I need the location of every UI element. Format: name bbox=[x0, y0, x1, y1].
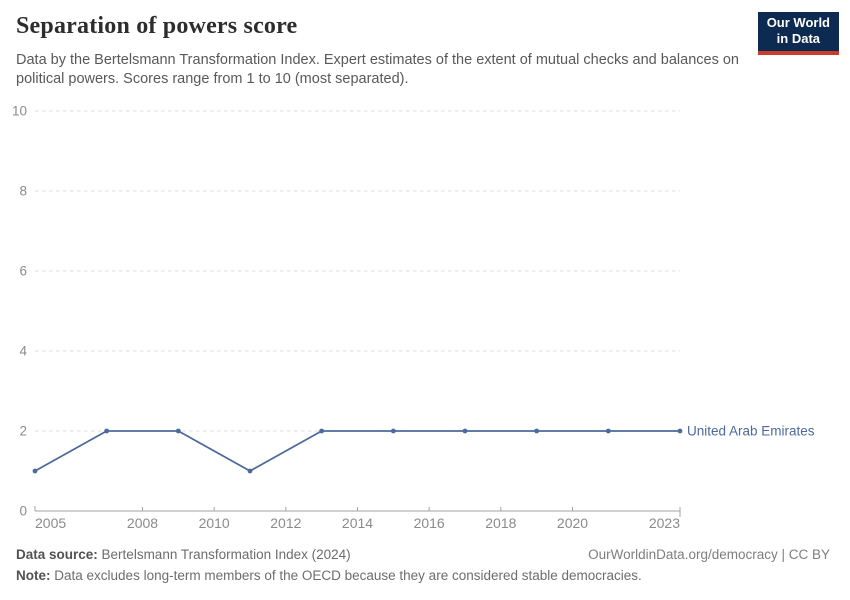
data-point bbox=[605, 428, 611, 434]
data-point bbox=[32, 468, 38, 474]
series-end-label[interactable]: United Arab Emirates bbox=[687, 424, 815, 439]
x-tick-label: 2012 bbox=[270, 515, 301, 531]
y-tick-label: 2 bbox=[19, 424, 27, 439]
data-point bbox=[319, 428, 325, 434]
license-link[interactable]: OurWorldinData.org/democracy | CC BY bbox=[588, 547, 830, 562]
data-source-row: Data source: Bertelsmann Transformation … bbox=[16, 547, 351, 562]
data-point bbox=[104, 428, 110, 434]
x-tick-label: 2020 bbox=[557, 515, 588, 531]
chart-subtitle: Data by the Bertelsmann Transformation I… bbox=[16, 52, 739, 88]
data-source-label: Data source: bbox=[16, 547, 98, 562]
data-point bbox=[534, 428, 540, 434]
data-point bbox=[175, 428, 181, 434]
data-point bbox=[247, 468, 253, 474]
x-tick-label: 2014 bbox=[342, 515, 373, 531]
x-tick-label: 2023 bbox=[649, 515, 680, 531]
y-tick-label: 10 bbox=[12, 104, 27, 119]
logo-line2: in Data bbox=[776, 31, 821, 46]
x-tick-label: 2018 bbox=[485, 515, 516, 531]
x-tick-label: 2005 bbox=[35, 515, 66, 531]
y-tick-label: 8 bbox=[19, 184, 27, 199]
data-point bbox=[677, 428, 683, 434]
note-row: Note: Data excludes long-term members of… bbox=[16, 568, 642, 583]
series-line bbox=[34, 430, 680, 473]
y-tick-label: 4 bbox=[19, 344, 27, 359]
data-source-value: Bertelsmann Transformation Index (2024) bbox=[101, 547, 351, 562]
data-point bbox=[462, 428, 468, 434]
owid-logo[interactable]: Our World in Data bbox=[757, 12, 839, 55]
x-tick-label: 2016 bbox=[414, 515, 445, 531]
y-tick-label: 0 bbox=[19, 504, 27, 519]
logo-line1: Our World bbox=[766, 15, 830, 30]
x-tick-label: 2008 bbox=[127, 515, 158, 531]
page-title: Separation of powers score bbox=[16, 13, 298, 39]
x-tick-label: 2010 bbox=[199, 515, 230, 531]
note-value: Data excludes long-term members of the O… bbox=[54, 568, 642, 583]
y-tick-label: 6 bbox=[19, 264, 27, 279]
data-point bbox=[390, 428, 396, 434]
note-label: Note: bbox=[16, 568, 51, 583]
